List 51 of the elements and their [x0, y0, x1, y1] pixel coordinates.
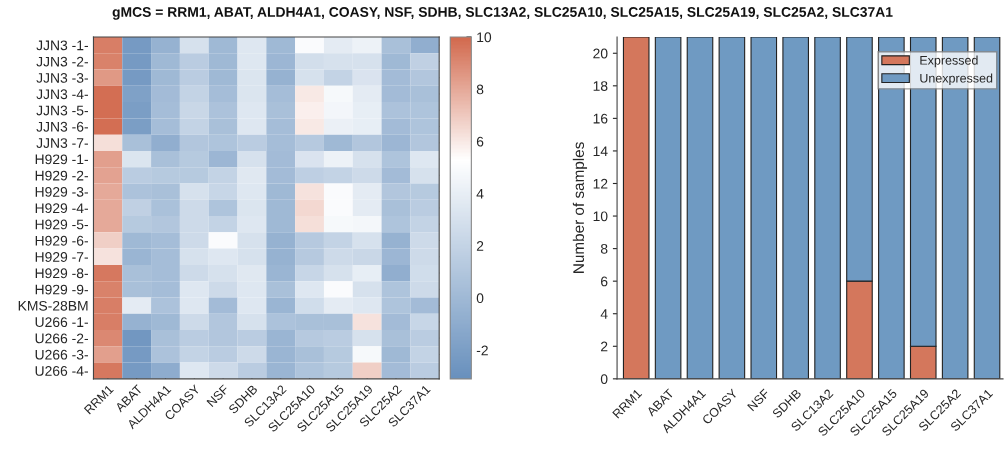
y-tick-label: 14	[593, 146, 608, 156]
y-tick-label: 12	[593, 178, 608, 189]
y-tick-label: U266 -2-	[35, 333, 88, 344]
y-tick-label: KMS-28BM	[18, 300, 88, 311]
bar	[750, 36, 778, 379]
color-bar-label: 4	[476, 189, 484, 199]
y-axis-title: Number of samples	[572, 142, 588, 273]
color-bar-label: 0	[476, 293, 484, 304]
bar	[622, 36, 650, 379]
y-tick-label: JJN3 -4-	[36, 89, 88, 100]
y-tick-label: JJN3 -6-	[36, 121, 88, 132]
y-tick-label: JJN3 -2-	[36, 56, 88, 67]
y-tick-label: H929 -4-	[35, 203, 88, 214]
y-tick-label: JJN3 -5-	[36, 105, 88, 116]
bar	[654, 36, 682, 379]
y-tick-label: H929 -3-	[35, 186, 88, 197]
bar	[718, 36, 746, 379]
color-bar-label: -2	[476, 345, 488, 356]
y-tick-label: H929 -7-	[35, 252, 88, 262]
y-tick-label: H929 -9-	[35, 284, 88, 295]
y-tick-label: U266 -1-	[35, 317, 88, 328]
y-tick-label: 10	[593, 211, 608, 222]
y-tick-label: 6	[601, 276, 608, 287]
y-tick-label: H929 -5-	[35, 219, 88, 230]
y-tick-label: H929 -1-	[35, 154, 88, 165]
y-tick-label: 8	[600, 243, 608, 254]
y-tick-label: 0	[600, 374, 608, 385]
y-tick-label: 20	[593, 48, 608, 59]
bar	[814, 36, 841, 379]
y-tick-label: H929 -6-	[35, 235, 88, 246]
y-tick-label: H929 -2-	[35, 170, 88, 181]
y-tick-label: 18	[593, 81, 608, 91]
y-tick-label: 16	[593, 113, 608, 124]
color-bar-label: 10	[477, 32, 492, 43]
color-bar-label: 6	[476, 136, 484, 147]
y-tick-label: 4	[600, 309, 608, 319]
color-bar-label: 2	[476, 241, 484, 251]
y-tick-label: U266 -4-	[35, 366, 88, 376]
bar	[686, 36, 714, 379]
legend-label: Expressed	[920, 55, 978, 68]
y-tick-label: H929 -8-	[35, 268, 88, 279]
y-tick-label: JJN3 -7-	[36, 138, 88, 148]
legend-label: Unexpressed	[920, 73, 993, 86]
y-tick-label: JJN3 -1-	[36, 40, 88, 51]
y-tick-label: JJN3 -3-	[36, 73, 88, 83]
color-bar-label: 8	[476, 84, 484, 95]
bar	[878, 36, 905, 379]
y-tick-label: U266 -3-	[35, 349, 88, 360]
y-tick-label: 2	[601, 341, 608, 352]
text: gMCS = RRM1, ABAT, ALDH4A1, COASY, NSF, SDHB, SLC13A2, SLC25A10, SLC25A15, SLC25A19, SLC25A2, SLC37A1	[112, 7, 893, 20]
bar	[782, 36, 809, 379]
